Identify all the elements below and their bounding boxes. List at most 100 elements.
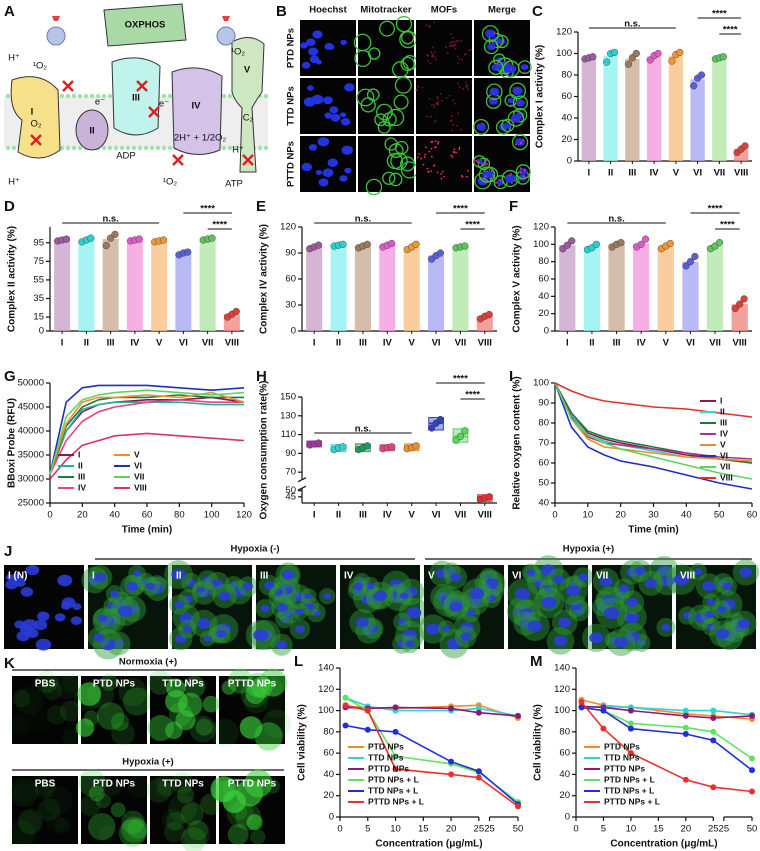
nucleus [281,570,295,580]
data-point [342,694,349,701]
x-tick-label: IV [383,510,393,521]
schematic-label: C₂ [243,113,254,124]
data-point [691,252,699,261]
y-tick-label: 120 [554,684,570,695]
mitochondria-ring [356,88,375,107]
data-point [741,142,749,150]
ros-signal [118,819,147,847]
nucleus [344,167,352,174]
mof-signal [518,102,521,104]
y-tick-label: 60 [285,274,296,285]
mof-signal [430,155,433,158]
legend-label: TTD NPs + L [604,785,654,795]
mof-signal [452,44,455,47]
x-tick-label: VII [202,338,214,349]
legend-label: VIII [720,472,733,482]
ros-signal [127,775,150,798]
x-tick-label: IV [650,168,660,179]
nucleus [373,590,388,601]
lipid-head [161,93,167,99]
mof-signal [428,25,431,28]
nucleus [315,59,322,65]
nucleus [614,636,628,648]
y-axis-label: Complex II activity (%) [7,226,18,332]
nucleus [355,617,369,628]
nucleus [307,85,314,91]
data-point [710,728,717,735]
micrograph [415,78,472,134]
nucleus [253,629,269,641]
x-tick-label: 20 [446,824,457,835]
data-point [710,715,717,722]
nucleus [360,593,376,605]
mof-signal [434,119,437,122]
y-tick-label: 45000 [18,402,44,413]
mitochondria-ring [400,156,416,172]
mof-signal [458,148,461,151]
ros-signal [62,672,83,693]
data-point [363,240,371,248]
data-point [159,236,168,244]
mitochondria-ring [493,175,508,190]
bar [102,239,119,331]
lipid-head [77,145,83,151]
nucleus [339,175,348,182]
mof-signal [453,151,456,154]
x-tick-label: VII [709,338,721,349]
column-header: Mitotracker [360,5,412,16]
ros-signal [127,818,148,839]
nucleus [397,640,407,648]
y-tick-label: 70 [285,467,296,478]
nucleus [260,604,270,613]
y-axis-label: Cell viability (%) [297,704,308,781]
mitochondria-ring [376,103,393,121]
nucleus [126,582,138,592]
schematic-label: H⁺ [8,53,20,64]
mof-signal [482,124,485,127]
data-point [600,725,607,732]
series-line [580,701,753,793]
data-point [627,750,634,757]
x-tick-label: I [588,168,591,179]
oxphos-box [103,3,187,47]
y-axis-label: Cell viability (%) [533,704,544,781]
mof-signal [448,45,451,48]
lipid-head [5,145,11,151]
mof-signal [512,86,515,89]
nucleus [644,578,658,589]
x-axis-label: Concentration (μg/mL) [375,839,482,850]
ros-signal [9,778,39,807]
inhibition-mark [172,154,184,166]
nucleus [202,576,213,585]
nucleus [329,106,339,114]
mof-signal [524,169,526,172]
significance-label: **** [200,204,215,215]
nucleus [481,170,492,179]
mitochondria-ring [394,76,412,94]
ros-signal [202,695,220,713]
lipid-head [107,93,113,99]
ros-signal [246,814,263,831]
mof-signal [520,118,523,121]
x-tick-label: 10 [390,824,401,835]
nucleus [145,582,156,590]
x-tick-label: III [107,338,115,349]
mof-signal [486,163,488,166]
mof-signal [431,53,434,56]
x-tick-label: 50 [714,510,725,521]
lipid-head [65,145,71,151]
nucleus [311,608,321,617]
bar [428,255,445,331]
ros-signal [98,825,117,844]
x-tick-label: VII [714,168,726,179]
series-line [345,697,519,717]
nucleus [541,596,557,609]
legend-label: V [134,449,140,459]
mof-signal [416,156,419,159]
light-source [222,16,230,21]
nucleus [521,64,529,71]
ros-signal [37,798,61,822]
y-tick-label: 40 [538,291,549,302]
mitochondria-ring [394,141,409,155]
